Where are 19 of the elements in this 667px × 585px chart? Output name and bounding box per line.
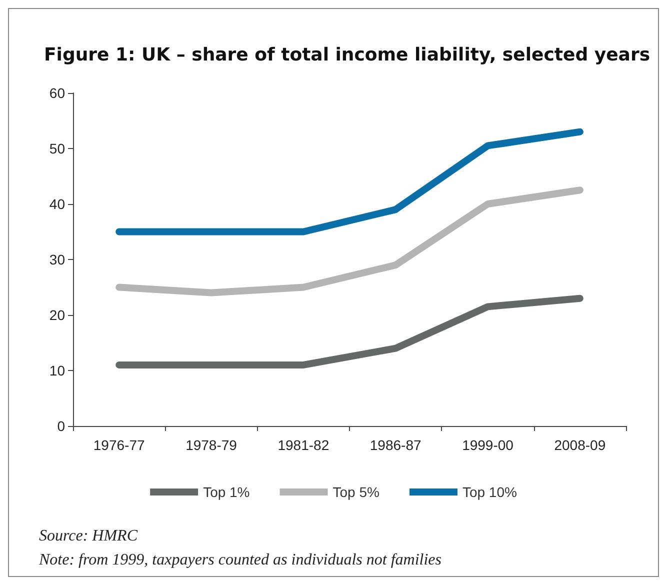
y-tick-label: 60 bbox=[49, 85, 66, 101]
y-tick-label: 50 bbox=[49, 140, 66, 156]
legend-label: Top 1% bbox=[203, 484, 250, 500]
x-tick-label: 2008-09 bbox=[554, 437, 606, 453]
x-tick-label: 1999-00 bbox=[462, 437, 514, 453]
legend-label: Top 5% bbox=[332, 484, 380, 500]
y-tick-label: 30 bbox=[49, 252, 66, 268]
y-tick-label: 40 bbox=[49, 196, 66, 212]
y-tick-label: 20 bbox=[49, 307, 66, 323]
legend-label: Top 10% bbox=[462, 484, 517, 500]
text: Note: from 1999, taxpayers counted as individuals not families bbox=[38, 552, 442, 568]
x-tick-label: 1981-82 bbox=[278, 437, 330, 453]
y-tick-label: 10 bbox=[49, 362, 66, 378]
chart-title: Figure 1: UK – share of total income liability, selected years bbox=[44, 44, 650, 66]
source-note: Source: HMRC bbox=[39, 528, 138, 544]
y-tick-label: 0 bbox=[57, 418, 66, 434]
x-tick-label: 1976-77 bbox=[93, 437, 145, 453]
x-tick-label: 1986-87 bbox=[370, 437, 422, 453]
x-tick-label: 1978-79 bbox=[186, 437, 238, 453]
